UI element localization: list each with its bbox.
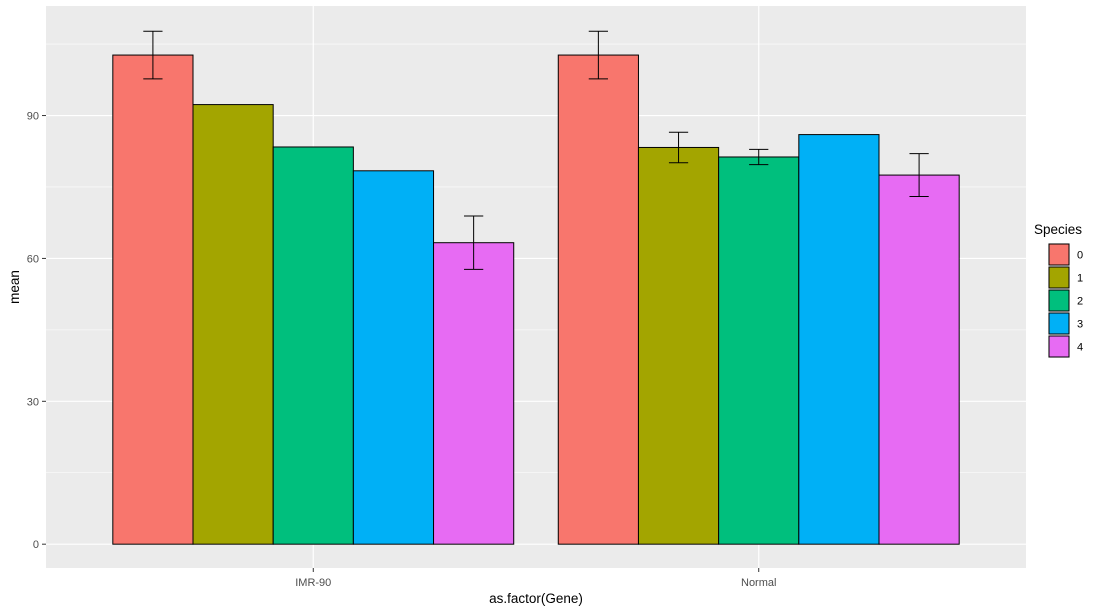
legend-label: 1: [1077, 273, 1083, 285]
y-tick-label: 90: [27, 111, 39, 123]
errorbar-Normal-species-0: [588, 30, 608, 80]
y-axis: 0 30 60 90: [27, 111, 46, 551]
legend-key-swatch: [1048, 289, 1070, 312]
legend-label: 2: [1077, 296, 1083, 308]
errorbar-Normal-species-2: [749, 148, 769, 166]
bar-IMR-90-species-3: [352, 170, 435, 545]
legend-item-2: 2: [1048, 289, 1083, 312]
error-bars: [143, 30, 929, 270]
y-tick-label: 60: [27, 253, 39, 265]
bar-IMR-90-species-0: [112, 54, 194, 545]
legend-key-swatch: [1048, 312, 1070, 335]
bar-Normal-species-2: [718, 156, 800, 545]
x-tick-label: IMR-90: [295, 577, 331, 589]
errorbar-IMR-90-species-4: [464, 215, 484, 270]
legend-key-swatch: [1048, 335, 1070, 358]
bar-Normal-species-1: [637, 146, 720, 545]
bars: [112, 54, 960, 545]
legend-label: 4: [1077, 342, 1083, 354]
y-axis-title: mean: [7, 270, 22, 304]
legend: Species 0 1 2 3 4: [1034, 222, 1083, 358]
x-tick-label: Normal: [741, 577, 776, 589]
legend-item-3: 3: [1048, 312, 1083, 335]
legend-item-0: 0: [1048, 243, 1083, 266]
legend-item-1: 1: [1048, 266, 1083, 289]
bar-IMR-90-species-2: [272, 146, 354, 545]
legend-key-swatch: [1048, 266, 1070, 289]
bar-Normal-species-4: [878, 174, 960, 545]
errorbar-Normal-species-1: [668, 131, 689, 164]
bar-Normal-species-0: [557, 54, 639, 545]
x-axis: IMR-90 Normal: [295, 568, 776, 589]
bar-IMR-90-species-1: [192, 104, 274, 545]
legend-title: Species: [1034, 222, 1082, 237]
legend-label: 3: [1077, 319, 1083, 331]
errorbar-IMR-90-species-0: [143, 30, 163, 80]
x-axis-title: as.factor(Gene): [489, 591, 583, 606]
bar-Normal-species-3: [798, 134, 880, 545]
errorbar-Normal-species-4: [909, 153, 929, 198]
legend-label: 0: [1077, 250, 1083, 262]
legend-key-swatch: [1048, 243, 1070, 266]
legend-item-4: 4: [1048, 335, 1083, 358]
y-tick-label: 30: [27, 396, 39, 408]
y-tick-label: 0: [33, 539, 39, 551]
bar-IMR-90-species-4: [433, 242, 515, 545]
